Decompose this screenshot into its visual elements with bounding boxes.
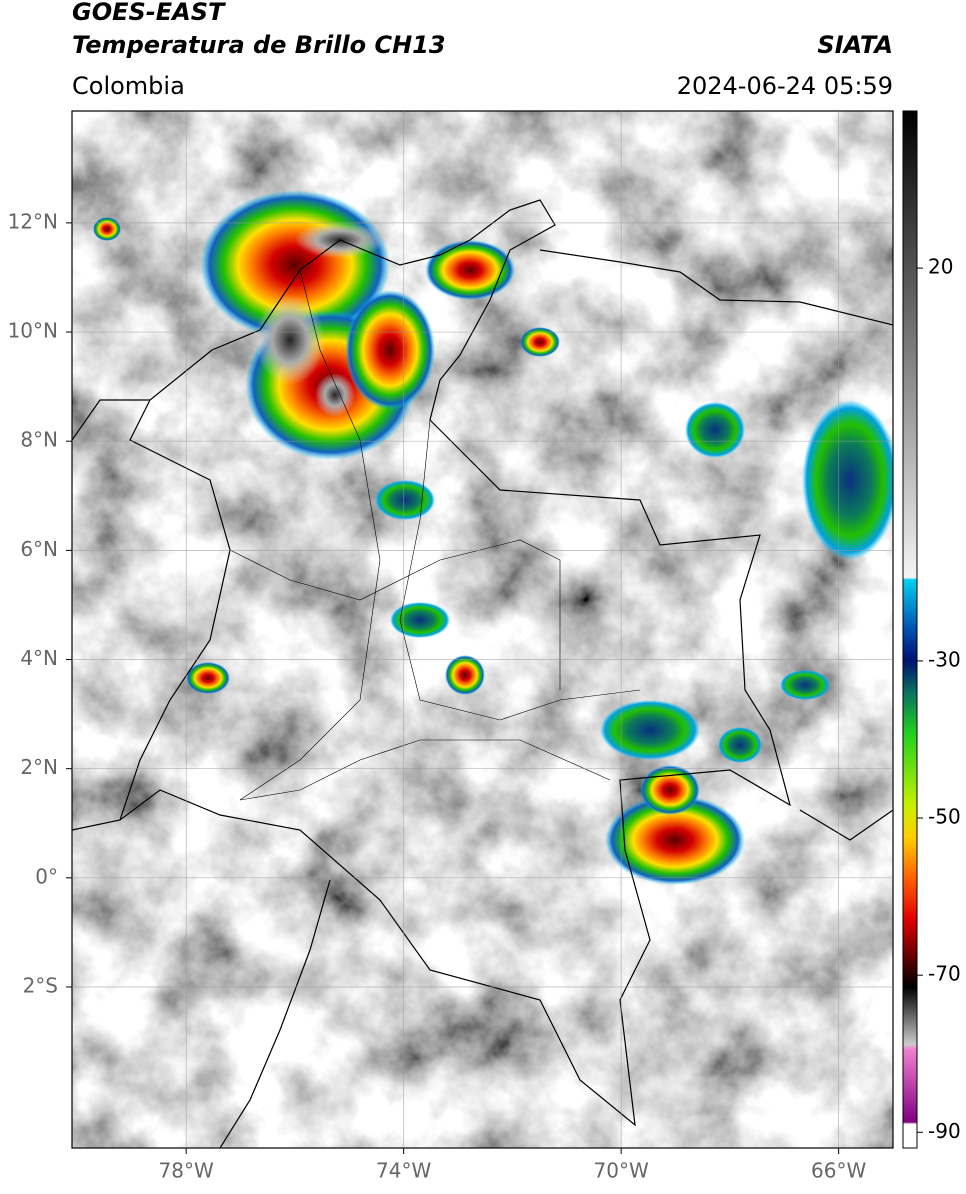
x-tick-label: 70°W [594,1159,649,1183]
region: Colombia [72,72,185,100]
cold-cloud [600,700,700,760]
department-border [229,539,561,690]
storm-cell [640,765,700,815]
colorbar-tick-label: -30 [928,647,961,671]
map-image [72,111,893,1148]
map-frame [71,110,894,1149]
x-tick-label: 74°W [376,1159,431,1183]
title: GOES-EAST [72,0,226,26]
department-borders [229,269,641,801]
y-tick-label: 0° [35,864,58,888]
y-tick-label: 8°N [20,428,58,452]
subtitle: Temperatura de Brillo CH13 [72,31,446,59]
y-tick-label: 4°N [20,646,58,670]
department-border [399,419,641,721]
colorbar-tick-label: -50 [928,805,961,829]
colorbar-tick-label: -70 [928,962,961,986]
cold-cloud [780,670,830,700]
department-border [239,739,611,801]
cold-cloud [390,602,450,638]
x-tick-label: 66°W [811,1159,866,1183]
y-tick-label: 2°N [20,755,58,779]
storm-cell [605,795,745,885]
y-tick-label: 6°N [20,537,58,561]
storm-cell [93,217,121,241]
country-border [799,809,893,841]
storm-cell [445,655,485,695]
storm-cell [425,240,515,300]
convective-cells [93,190,893,885]
source: SIATA [817,31,893,59]
x-tick-label: 78°W [159,1159,214,1183]
timestamp: 2024-06-24 05:59 [677,72,893,100]
y-tick-label: 10°N [8,319,58,343]
y-tick-label: 12°N [8,209,58,233]
department-border [239,269,381,801]
overshooting-top [255,295,325,385]
cold-cloud [685,402,745,458]
cold-cloud [375,480,435,520]
coastline [539,249,893,326]
cold-cloud [802,400,893,560]
storm-cell [345,290,435,410]
overshooting-top [315,373,355,417]
storm-cell [186,662,230,694]
colorbar-tick-label: 20 [928,255,953,279]
coastline [72,399,150,441]
storm-cell [520,327,560,357]
colorbar-tick-label: -90 [928,1119,961,1143]
cold-cloud [718,727,762,763]
coastline [219,879,331,1148]
colorbar [902,110,918,1149]
y-tick-label: 2°S [23,973,58,997]
country-border [72,199,791,1127]
